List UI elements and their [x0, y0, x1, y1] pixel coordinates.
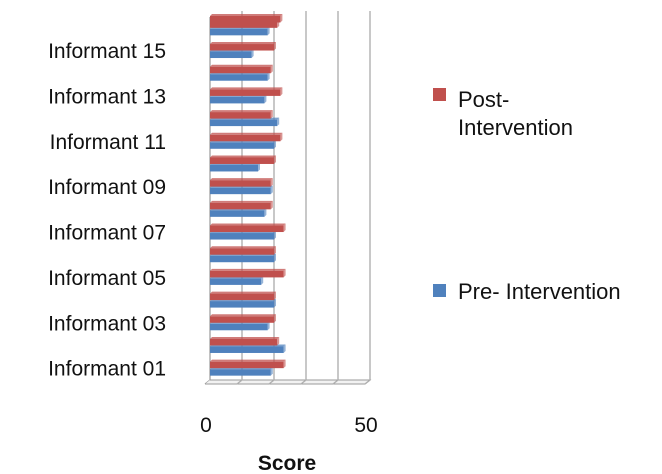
y-tick-label: Informant 15 [48, 40, 166, 63]
bar-pre-14 [210, 72, 270, 81]
bar-pre-11 [210, 140, 276, 149]
y-tick-label: Informant 01 [48, 358, 166, 381]
bar-post-8 [210, 200, 273, 210]
bar-post-12 [210, 110, 273, 119]
bar-pre-10 [210, 162, 260, 172]
bar-pre-3 [210, 321, 270, 331]
bar-pre-7 [210, 231, 276, 240]
bar-post-5 [210, 268, 286, 278]
x-tick-label: 50 [354, 414, 377, 437]
y-tick-label: Informant 11 [50, 131, 166, 154]
y-tick-label: Informant 05 [48, 267, 166, 290]
bar-pre-16 [210, 26, 270, 36]
legend-label-pre: Pre- Intervention [458, 279, 621, 304]
gridline [300, 11, 307, 385]
bars [210, 14, 286, 376]
bar-pre-12 [210, 117, 280, 127]
bar-post-10 [210, 155, 276, 164]
bar-post-extra [210, 14, 283, 23]
bar-pre-8 [210, 208, 267, 217]
bar-post-7 [210, 223, 286, 233]
axis-wall [204, 17, 211, 385]
x-axis-label: Score [258, 452, 316, 474]
x-tick-label: 0 [200, 414, 212, 437]
bar-pre-1 [210, 367, 273, 376]
grid-lines [204, 11, 372, 385]
x-tick-labels: 0 50 [200, 414, 378, 437]
y-tick-label: Informant 07 [48, 222, 166, 245]
bar-post-1 [210, 359, 286, 369]
legend-swatch-pre [433, 284, 446, 297]
bar-post-2 [210, 336, 280, 346]
bar-pre-13 [210, 94, 267, 104]
bar-post-15 [210, 42, 276, 51]
bar-pre-9 [210, 185, 273, 195]
bar-pre-2 [210, 344, 286, 353]
bar-pre-5 [210, 276, 264, 285]
y-tick-labels: Informant 01 Informant 03 Informant 05 Info… [48, 40, 166, 381]
bar-post-6 [210, 246, 276, 255]
axis-floor [205, 379, 372, 385]
gridline [364, 11, 371, 385]
y-tick-label: Informant 09 [48, 176, 166, 199]
bar-post-9 [210, 178, 273, 187]
bar-post-13 [210, 87, 283, 96]
y-tick-label: Informant 13 [48, 85, 166, 108]
bar-pre-6 [210, 253, 276, 263]
gridline [332, 11, 339, 385]
bar-post-3 [210, 314, 276, 323]
legend-swatch-post [433, 88, 446, 101]
bar-post-14 [210, 64, 273, 74]
bar-pre-4 [210, 299, 276, 308]
bar-post-11 [210, 132, 283, 142]
y-tick-label: Informant 03 [48, 312, 166, 335]
bar-pre-15 [210, 49, 254, 59]
legend-label-post: Post-Intervention [458, 87, 573, 140]
bar-post-4 [210, 291, 276, 301]
